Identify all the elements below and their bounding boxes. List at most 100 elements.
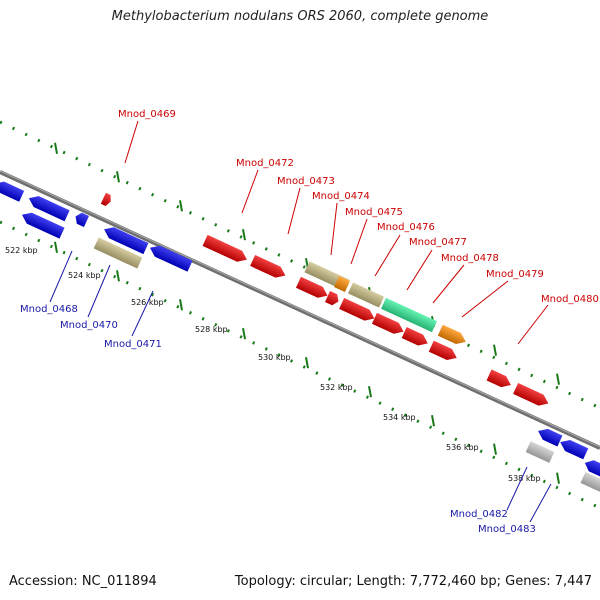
leader-line (49, 250, 73, 303)
ruler-tick (493, 443, 497, 455)
gene-feature (93, 237, 143, 269)
gene-shading (93, 237, 143, 269)
leader-line (287, 187, 301, 235)
ruler-tick (493, 344, 497, 356)
map-title: Methylobacterium nodulans ORS 2060, comp… (111, 9, 489, 24)
gene-feature (100, 192, 111, 206)
gene-feature (371, 312, 404, 334)
gene-shading (150, 245, 193, 272)
leader-line (124, 120, 139, 164)
gene-label: Mnod_0480 (541, 294, 599, 305)
gene-feature (513, 383, 549, 406)
gene-feature (584, 460, 600, 477)
gene-label: Mnod_0475 (345, 207, 403, 218)
gene-feature (75, 212, 89, 227)
ruler-tick (116, 171, 120, 183)
gene-feature (486, 369, 511, 388)
gene-feature (401, 327, 428, 346)
leader-line (350, 218, 368, 265)
gene-shading (580, 471, 600, 493)
gene-label: Mnod_0468 (20, 304, 78, 315)
gene-feature (202, 234, 247, 262)
leader-line (87, 264, 111, 318)
genome-backbone-highlight (0, 170, 600, 448)
leader-line (406, 249, 433, 291)
ruler-tick (556, 472, 560, 484)
gene-shading (525, 441, 555, 463)
gene-label: Mnod_0470 (60, 320, 118, 331)
gene-shading (538, 428, 563, 447)
kbp-label: 524 kbp (68, 271, 101, 280)
gene-feature (525, 441, 555, 463)
ruler-tick (54, 241, 58, 253)
gene-shading (437, 324, 466, 344)
gene-feature (560, 440, 589, 460)
leader-line (330, 202, 338, 256)
ruler-tick (368, 386, 372, 398)
ruler-labels: 522 kbp 524 kbp 526 kbp 528 kbp 530 kbp … (5, 246, 541, 483)
gene-label: Mnod_0472 (236, 158, 294, 169)
kbp-label: 522 kbp (5, 246, 38, 255)
gene-feature (437, 324, 466, 344)
gene-shading (584, 460, 600, 477)
gene-feature (538, 428, 563, 447)
gene-features (0, 181, 600, 493)
ruler-tick (242, 328, 246, 340)
gene-shading (100, 192, 111, 206)
gene-label: Mnod_0473 (277, 176, 335, 187)
kbp-label: 536 kbp (446, 443, 479, 452)
gene-labels: Mnod_0469 Mnod_0472 Mnod_0473 Mnod_0474 … (20, 109, 599, 535)
gene-shading (104, 227, 149, 255)
gene-shading (381, 297, 437, 333)
leader-line (461, 280, 509, 318)
ruler-tick (54, 142, 58, 154)
accession-text: Accession: NC_011894 (9, 574, 157, 589)
genome-backbone (0, 170, 600, 450)
leader-line (374, 234, 401, 277)
gene-label: Mnod_0483 (478, 524, 536, 535)
gene-label: Mnod_0479 (486, 269, 544, 280)
gene-shading (560, 440, 589, 460)
kbp-label: 534 kbp (383, 413, 416, 422)
gene-feature (348, 282, 384, 308)
gene-label: Mnod_0474 (312, 191, 370, 202)
gene-feature (104, 227, 149, 255)
gene-feature (295, 276, 328, 298)
ruler-tick (116, 270, 120, 282)
gene-shading (325, 291, 339, 306)
gene-feature (22, 212, 65, 239)
gene-shading (401, 327, 428, 346)
label-leader-lines (49, 120, 552, 523)
gene-shading (348, 282, 384, 308)
gene-feature (150, 245, 193, 272)
ruler-tick (305, 357, 309, 369)
gene-feature (381, 297, 437, 333)
gene-feature (580, 471, 600, 493)
gene-feature (428, 340, 457, 360)
genome-summary-text: Topology: circular; Length: 7,772,460 bp… (234, 574, 592, 589)
gene-label: Mnod_0476 (377, 222, 435, 233)
ruler-tick (179, 299, 183, 311)
gene-shading (0, 181, 25, 202)
kbp-label: 530 kbp (258, 353, 291, 362)
gene-label: Mnod_0482 (450, 509, 508, 520)
kbp-label: 532 kbp (320, 383, 353, 392)
kbp-label: 528 kbp (195, 325, 228, 334)
gene-shading (428, 340, 457, 360)
inner-dotted-ring (0, 220, 600, 510)
gene-shading (22, 212, 65, 239)
ruler-tick (242, 229, 246, 241)
gene-shading (202, 234, 247, 262)
gene-shading (28, 196, 70, 222)
leader-line (517, 304, 549, 345)
gene-shading (75, 212, 89, 227)
gene-label: Mnod_0477 (409, 237, 467, 248)
leader-line (131, 290, 154, 337)
gene-label: Mnod_0471 (104, 339, 162, 350)
gene-feature (334, 276, 350, 292)
gene-feature (250, 255, 286, 278)
gene-feature (325, 291, 339, 306)
ruler-tick (431, 415, 435, 427)
